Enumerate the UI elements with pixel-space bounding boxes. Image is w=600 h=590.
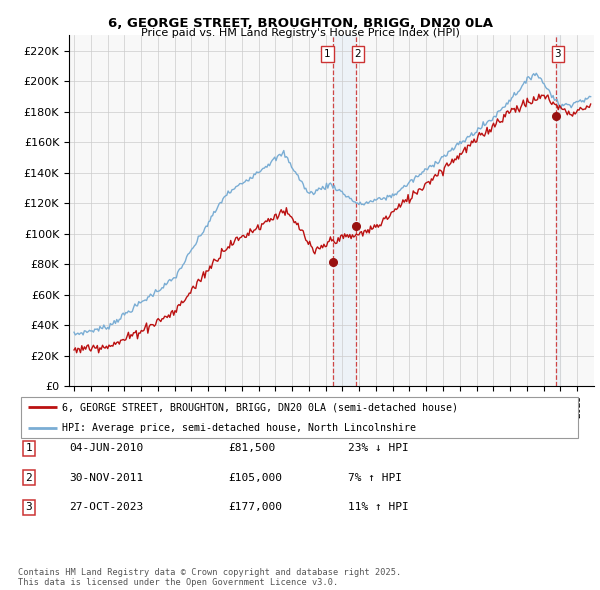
Text: 1: 1 (324, 49, 331, 59)
Text: 6, GEORGE STREET, BROUGHTON, BRIGG, DN20 0LA (semi-detached house): 6, GEORGE STREET, BROUGHTON, BRIGG, DN20… (62, 402, 458, 412)
Text: £105,000: £105,000 (228, 473, 282, 483)
Text: 3: 3 (554, 49, 561, 59)
Text: 27-OCT-2023: 27-OCT-2023 (69, 503, 143, 512)
Text: 6, GEORGE STREET, BROUGHTON, BRIGG, DN20 0LA: 6, GEORGE STREET, BROUGHTON, BRIGG, DN20… (107, 17, 493, 30)
Text: 2: 2 (25, 473, 32, 483)
Text: 7% ↑ HPI: 7% ↑ HPI (348, 473, 402, 483)
Text: 2: 2 (355, 49, 361, 59)
Text: 3: 3 (25, 503, 32, 512)
Text: 23% ↓ HPI: 23% ↓ HPI (348, 444, 409, 453)
Text: 04-JUN-2010: 04-JUN-2010 (69, 444, 143, 453)
Text: Price paid vs. HM Land Registry's House Price Index (HPI): Price paid vs. HM Land Registry's House … (140, 28, 460, 38)
Text: 30-NOV-2011: 30-NOV-2011 (69, 473, 143, 483)
Bar (556, 35, 560, 386)
Text: 11% ↑ HPI: 11% ↑ HPI (348, 503, 409, 512)
Text: Contains HM Land Registry data © Crown copyright and database right 2025.
This d: Contains HM Land Registry data © Crown c… (18, 568, 401, 587)
Text: 1: 1 (25, 444, 32, 453)
Text: £81,500: £81,500 (228, 444, 275, 453)
FancyBboxPatch shape (21, 397, 578, 438)
Text: £177,000: £177,000 (228, 503, 282, 512)
Bar (332, 35, 356, 386)
Text: HPI: Average price, semi-detached house, North Lincolnshire: HPI: Average price, semi-detached house,… (62, 422, 416, 432)
